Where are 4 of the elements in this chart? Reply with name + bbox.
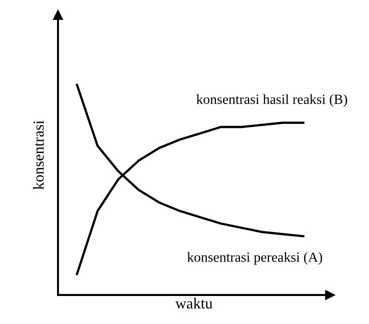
series-label: konsentrasi pereaksi (A) — [187, 252, 322, 265]
y-axis-title: konsentrasi — [33, 120, 44, 190]
series-label: konsentrasi hasil reaksi (B) — [196, 94, 348, 107]
x-axis-title: waktu — [175, 298, 212, 309]
